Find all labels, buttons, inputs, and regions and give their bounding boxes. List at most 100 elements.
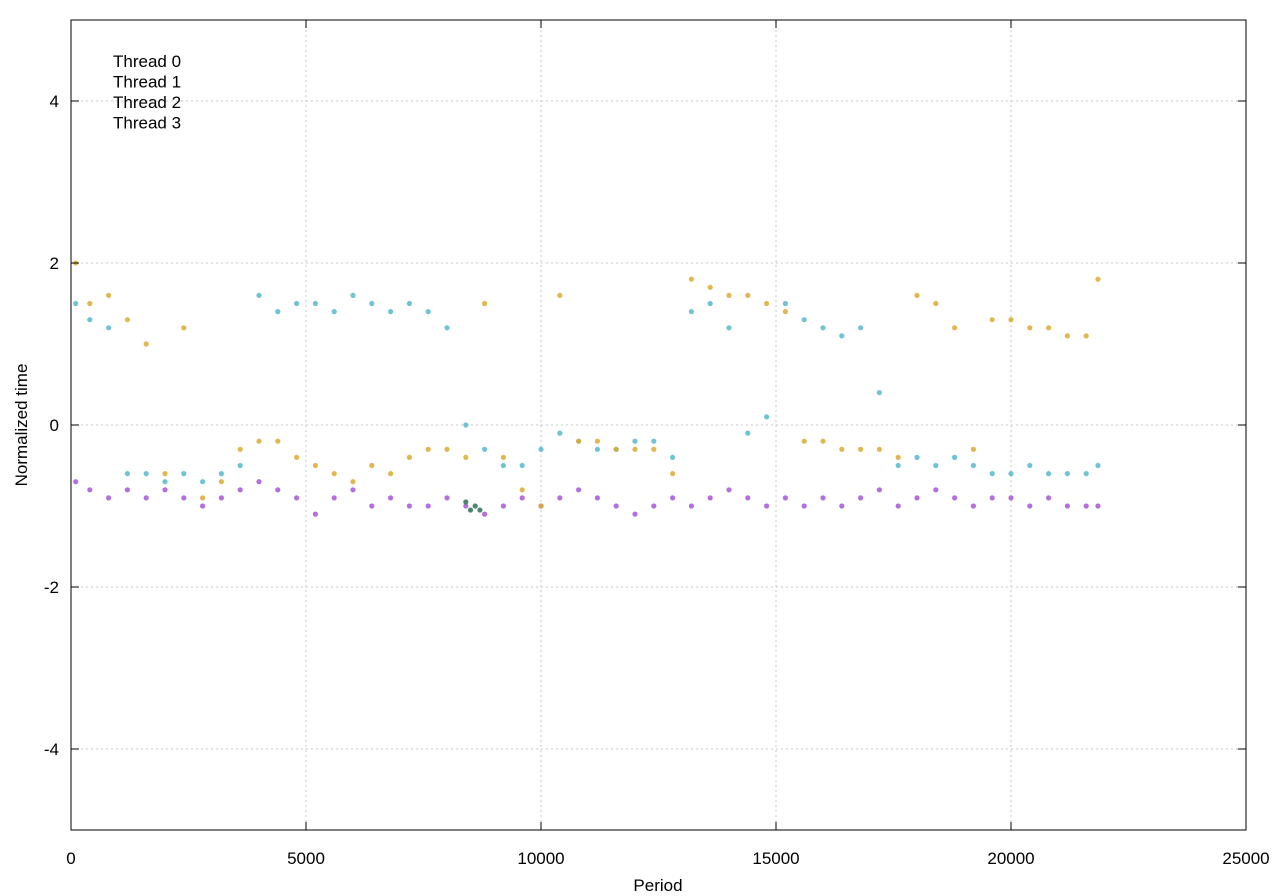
data-point	[839, 446, 845, 452]
data-point	[106, 325, 112, 331]
data-point	[143, 341, 149, 347]
data-point	[933, 462, 939, 469]
series-2	[73, 260, 1101, 509]
data-point	[73, 300, 79, 307]
data-point	[820, 495, 826, 501]
x-tick-label: 10000	[517, 849, 564, 868]
data-point	[294, 454, 300, 460]
data-point	[275, 309, 281, 315]
x-tick-label: 20000	[987, 849, 1034, 868]
data-point	[952, 325, 958, 331]
data-point	[632, 511, 638, 517]
data-point	[87, 300, 93, 307]
data-point	[218, 495, 224, 501]
data-point	[989, 317, 995, 323]
data-point	[106, 495, 112, 501]
data-point	[369, 300, 375, 307]
data-point	[858, 495, 864, 501]
data-point	[425, 446, 431, 452]
data-point	[500, 462, 506, 469]
data-point	[275, 438, 281, 444]
data-point	[500, 454, 506, 460]
data-point	[1064, 503, 1070, 509]
data-point	[1046, 325, 1052, 331]
data-point	[1064, 471, 1070, 477]
data-point	[331, 495, 337, 501]
data-point	[632, 446, 638, 452]
data-point	[162, 471, 168, 477]
data-point	[538, 446, 544, 452]
data-point	[952, 454, 958, 460]
data-point	[406, 300, 412, 307]
data-point	[651, 503, 657, 509]
x-tick-label: 5000	[287, 849, 325, 868]
data-point	[782, 495, 789, 501]
data-point	[933, 487, 939, 493]
data-point	[1095, 276, 1101, 282]
data-point	[256, 479, 262, 485]
data-point	[143, 495, 149, 501]
data-point	[688, 276, 695, 282]
data-point	[782, 309, 789, 315]
data-point	[745, 292, 751, 298]
data-point	[688, 309, 695, 315]
data-point	[388, 309, 394, 315]
data-point	[989, 495, 995, 501]
data-point	[500, 503, 506, 509]
y-tick-label: -4	[44, 740, 59, 759]
data-point	[294, 300, 300, 307]
data-point	[87, 487, 93, 493]
y-axis-label: Normalized time	[12, 364, 31, 487]
legend-entry: Thread 1	[113, 73, 181, 92]
data-point	[350, 292, 356, 298]
data-point	[482, 511, 488, 517]
data-point	[406, 503, 412, 509]
data-point	[688, 503, 695, 509]
data-point	[1046, 471, 1052, 477]
legend-entry: Thread 0	[113, 52, 181, 71]
data-point	[576, 487, 582, 493]
data-point	[463, 422, 469, 428]
data-point	[651, 438, 657, 444]
data-point	[181, 471, 187, 477]
data-point	[388, 471, 394, 477]
data-point	[388, 495, 394, 501]
legend-entry: Thread 2	[113, 93, 181, 112]
data-point	[707, 284, 713, 290]
data-point	[1064, 333, 1070, 339]
data-point	[914, 292, 920, 298]
data-point	[1027, 503, 1033, 509]
data-point	[218, 479, 224, 485]
data-point	[124, 471, 130, 477]
data-point	[745, 495, 751, 501]
series-1	[73, 292, 1101, 485]
data-point	[181, 325, 187, 331]
data-point	[369, 503, 375, 509]
data-point	[895, 454, 901, 460]
data-point	[801, 438, 807, 444]
axis-ticks: 0 5000 10000 15000 20000 25000 -4 -2 0 2 4	[44, 20, 1270, 868]
y-tick-label: -2	[44, 578, 59, 597]
data-point	[406, 454, 412, 460]
data-point	[312, 462, 318, 469]
series-0	[73, 479, 1101, 517]
data-point	[143, 471, 149, 477]
data-point	[1083, 503, 1089, 509]
data-point	[463, 454, 469, 460]
data-point	[256, 438, 262, 444]
data-point	[200, 503, 206, 509]
y-tick-label: 2	[50, 254, 59, 273]
data-point	[820, 325, 826, 331]
data-point	[1027, 325, 1033, 331]
data-point	[1008, 317, 1014, 323]
data-point	[237, 462, 243, 469]
data-point	[745, 430, 751, 436]
data-point	[726, 292, 732, 298]
data-point	[275, 487, 281, 493]
data-point	[444, 495, 450, 501]
data-point	[463, 499, 469, 505]
data-point	[670, 495, 676, 501]
data-point	[707, 300, 713, 307]
data-point	[594, 495, 601, 501]
